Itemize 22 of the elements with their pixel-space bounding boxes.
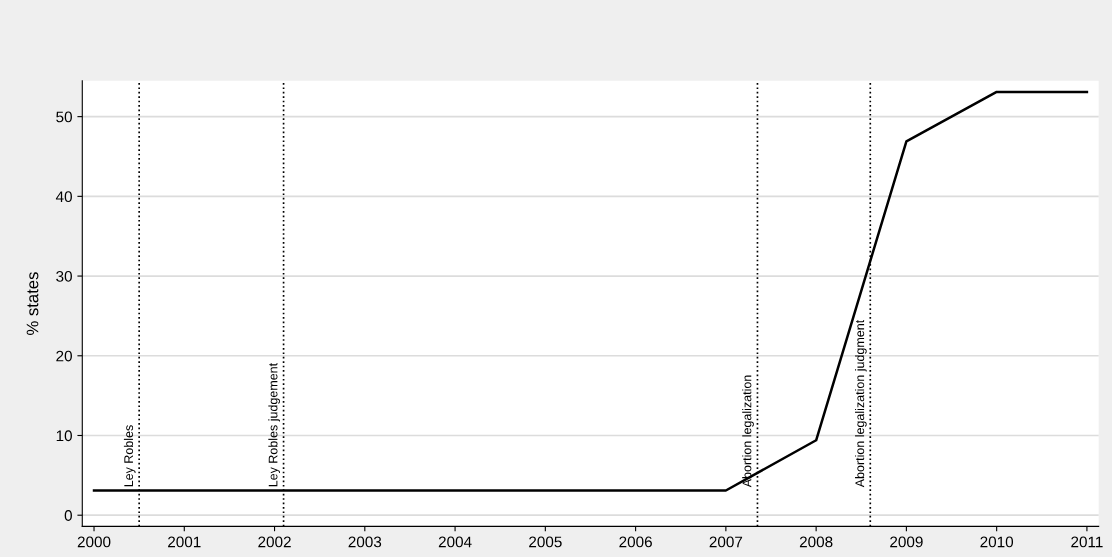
x-tick-label: 2011: [1071, 536, 1103, 548]
y-tick-label: 0: [64, 510, 72, 521]
ref-line-label: Abortion legalization judgment: [855, 319, 867, 488]
x-tick-label: 2004: [438, 536, 472, 548]
x-tick-label: 2002: [258, 536, 291, 548]
x-tick-label: 2008: [799, 536, 833, 548]
x-tick-label: 2010: [980, 536, 1014, 548]
y-tick-label: 20: [56, 350, 72, 362]
ref-line-label: Ley Robles: [123, 425, 136, 487]
x-tick-label: 2005: [529, 536, 562, 548]
y-tick-label: 50: [56, 111, 72, 123]
x-tick-label: 2009: [890, 536, 923, 548]
ref-line-label: Ley Robles judgement: [268, 363, 280, 487]
y-tick-label: 30: [56, 270, 72, 282]
y-axis-title: % states: [26, 272, 39, 335]
x-tick-label: 2003: [348, 536, 382, 548]
y-tick-label: 10: [56, 430, 72, 442]
x-tick-label: 2006: [619, 536, 652, 548]
x-tick-label: 2000: [77, 536, 111, 548]
x-tick-label: 2001: [168, 536, 201, 548]
y-tick-label: 40: [55, 191, 72, 203]
x-tick-label: 2007: [709, 536, 743, 548]
